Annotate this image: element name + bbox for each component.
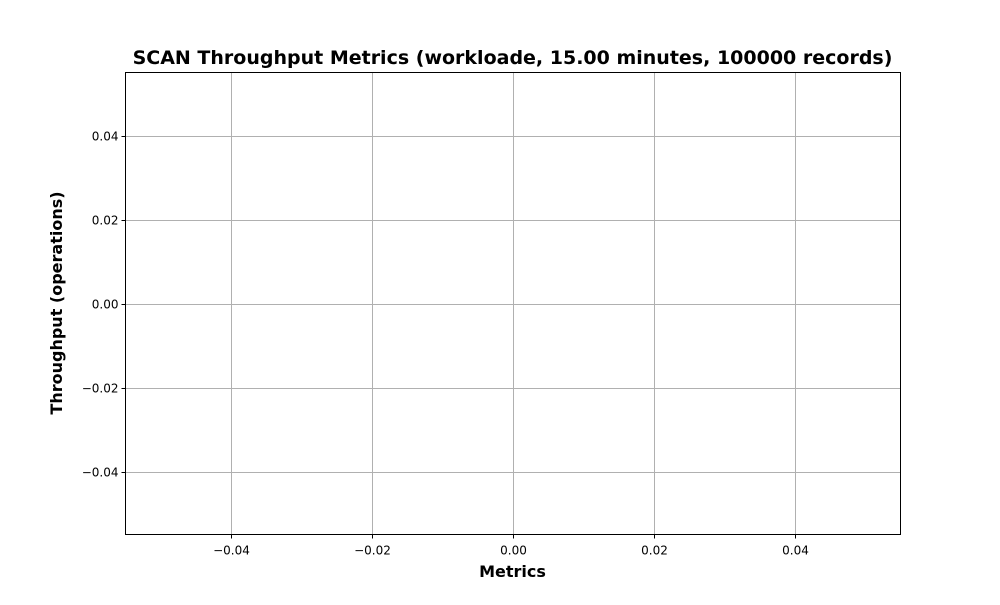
y-tick-label: 0.00 [92, 298, 119, 312]
x-tick-label: 0.00 [500, 544, 527, 558]
x-tick-label: 0.02 [641, 544, 668, 558]
axis-ticks: −0.04 −0.02 0.00 0.02 0.04 −0.04 −0.02 0.00 0.02… [82, 130, 809, 558]
y-tick-label: −0.04 [82, 466, 119, 480]
y-axis-label: Throughput (operations) [47, 191, 66, 414]
x-tick-label: −0.02 [354, 544, 391, 558]
chart-title: SCAN Throughput Metrics (workloade, 15.0… [133, 47, 893, 69]
y-tick-label: 0.04 [92, 130, 119, 144]
y-tick-label: −0.02 [82, 382, 119, 396]
y-tick-label: 0.02 [92, 214, 119, 228]
x-axis-label: Metrics [479, 562, 546, 581]
x-tick-label: 0.04 [782, 544, 809, 558]
x-tick-label: −0.04 [213, 544, 250, 558]
grid [125, 72, 901, 535]
